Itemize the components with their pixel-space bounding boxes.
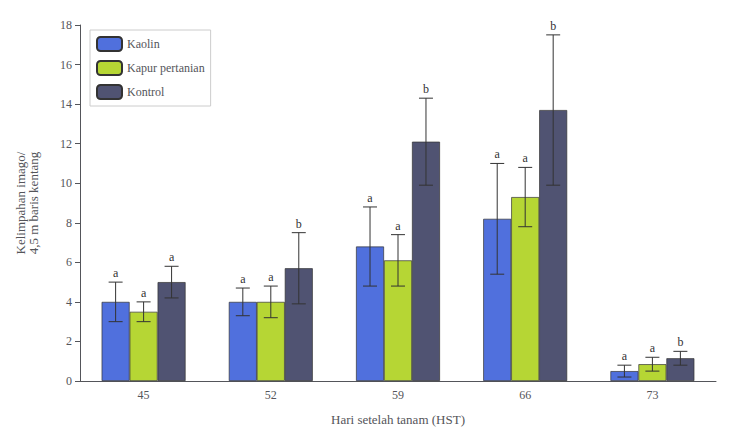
svg-text:a: a [141,286,147,300]
svg-text:2: 2 [66,334,72,348]
svg-text:b: b [296,217,302,231]
svg-text:Kontrol: Kontrol [127,85,165,99]
svg-text:Hari setelah tanam (HST): Hari setelah tanam (HST) [331,412,465,427]
svg-text:a: a [523,151,529,165]
svg-text:14: 14 [60,97,72,111]
svg-text:0: 0 [66,374,72,388]
svg-text:6: 6 [66,255,72,269]
svg-text:73: 73 [646,388,658,402]
svg-text:Kaolin: Kaolin [127,37,160,51]
svg-text:a: a [113,266,119,280]
svg-text:10: 10 [60,176,72,190]
svg-text:a: a [395,219,401,233]
svg-text:16: 16 [60,58,72,72]
svg-text:52: 52 [265,388,277,402]
svg-text:a: a [169,250,175,264]
svg-text:45: 45 [138,388,150,402]
svg-text:a: a [268,270,274,284]
svg-text:a: a [622,349,628,363]
svg-text:12: 12 [60,137,72,151]
svg-text:a: a [240,272,246,286]
svg-text:4: 4 [66,295,72,309]
svg-text:a: a [495,147,501,161]
svg-text:a: a [367,191,373,205]
svg-text:b: b [550,19,556,33]
svg-text:a: a [650,341,656,355]
svg-text:59: 59 [392,388,404,402]
svg-text:8: 8 [66,216,72,230]
svg-text:b: b [677,335,683,349]
svg-text:4,5 m baris kentang: 4,5 m baris kentang [26,151,41,254]
svg-text:Kelimpahan imago/: Kelimpahan imago/ [13,151,28,255]
svg-text:66: 66 [519,388,531,402]
svg-text:b: b [423,82,429,96]
svg-text:18: 18 [60,18,72,32]
svg-text:Kapur pertanian: Kapur pertanian [127,61,205,75]
